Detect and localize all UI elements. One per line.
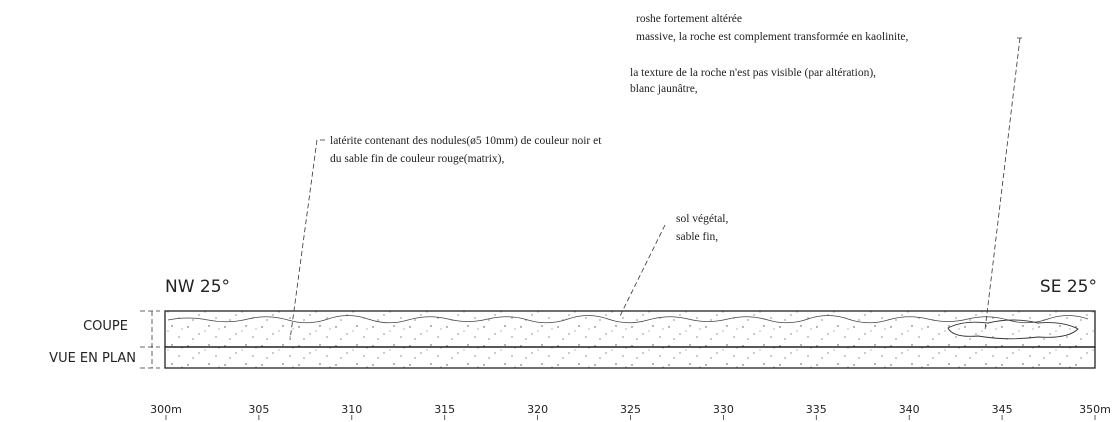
plan-band [164,346,1096,369]
scale-label: 310 [341,403,362,416]
scale-label: 340 [899,403,920,416]
scale-label: 320 [527,403,548,416]
annotation: la texture de la roche n'est pas visible… [630,67,876,79]
scale-label: 350m [1079,403,1111,416]
scale: 300m 305 310 315 320 325 330 335 340 345 350m [150,403,1111,420]
annotation: du sable fin de couleur rouge(matrix), [330,153,504,165]
bracket [140,310,160,369]
direction-label: NW 25° [165,277,230,297]
leader-sol [619,224,666,317]
leader-kaolinite [984,37,1022,331]
scale-label: 315 [434,403,455,416]
annotation: massive, la roche est complement transfo… [636,31,909,43]
annotation: blanc jaunâtre, [630,83,698,95]
scale-label: 325 [620,403,641,416]
scale-label: 345 [992,403,1013,416]
annotation: latérite contenant des nodules(ø5 10mm) … [330,135,602,147]
annotation: sol végétal, [676,213,728,225]
coupe-band [164,310,1096,348]
annotation: sable fin, [676,231,718,243]
soil-line [167,315,1089,324]
section-label: VUE EN PLAN [49,351,136,366]
direction-label: SE 25° [1040,277,1097,297]
annotation: roshe fortement altérée [636,13,742,25]
leader-laterite [289,139,325,341]
scale-label: 330 [713,403,734,416]
scale-label: 305 [248,403,269,416]
scale-label: 300m [150,403,182,416]
kaolinite-lens [947,319,1079,340]
scale-label: 335 [806,403,827,416]
section-label: COUPE [83,319,128,334]
